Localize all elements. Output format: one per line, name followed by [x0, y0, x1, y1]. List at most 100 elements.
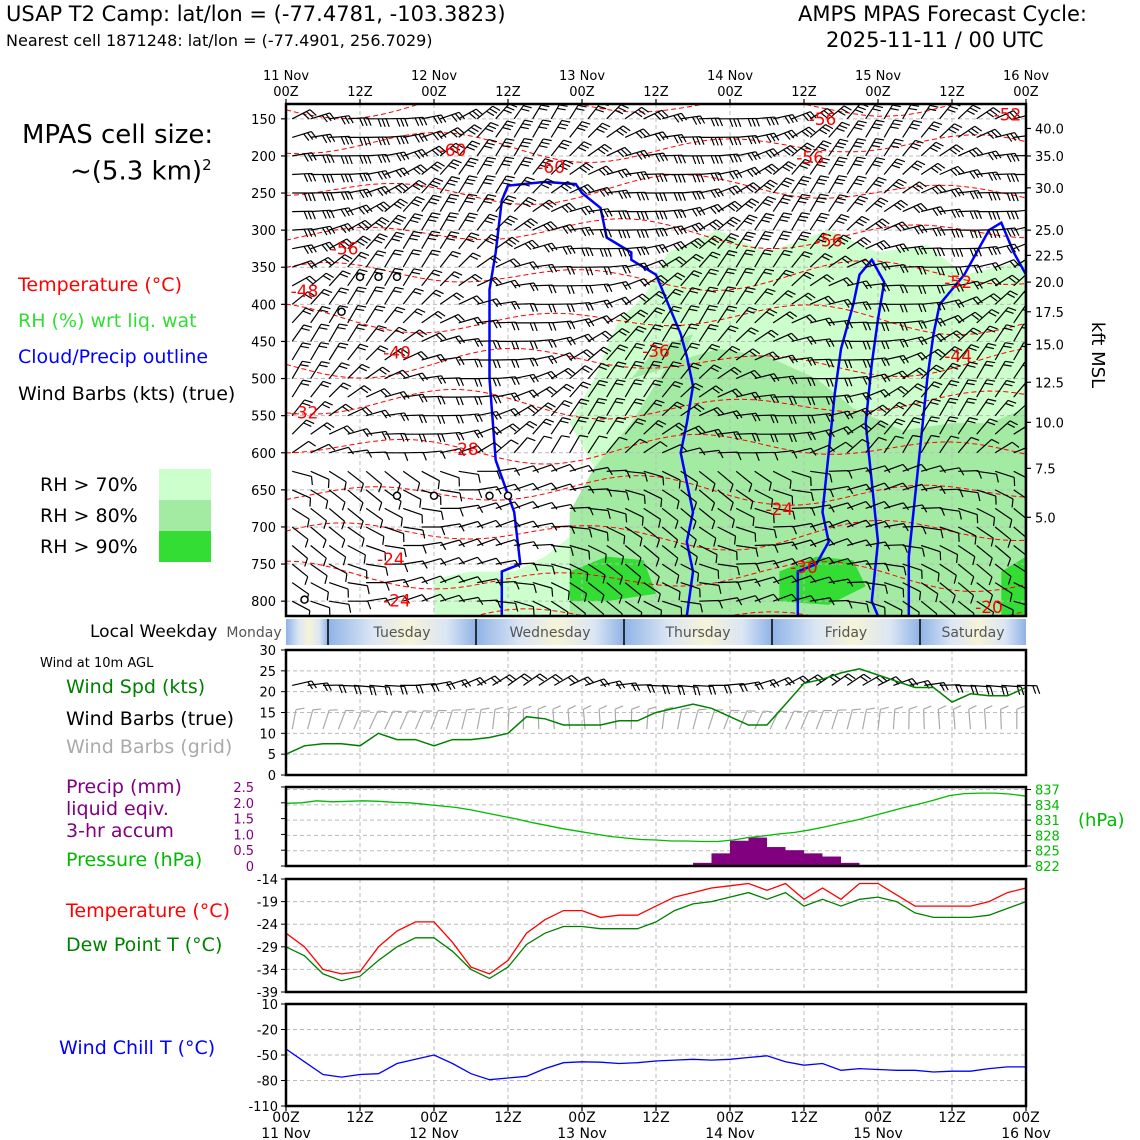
- barb-shaft: [923, 709, 925, 730]
- barb-flag: [511, 341, 516, 350]
- upper-wind-barb: [865, 322, 890, 332]
- barb-flag: [731, 202, 739, 210]
- barb-flag: [672, 323, 682, 327]
- upper-wind-barb: [292, 470, 313, 486]
- barb-flag: [829, 378, 834, 387]
- upper-wind-barb: [717, 286, 737, 305]
- barb-flag: [972, 104, 981, 110]
- upper-wind-barb: [458, 273, 483, 287]
- barb-flag: [903, 243, 909, 252]
- barb-flag: [430, 197, 440, 202]
- upper-wind-barb: [291, 307, 314, 324]
- barb-flag: [595, 108, 604, 113]
- barb-flag: [990, 130, 998, 138]
- barb-flag: [853, 163, 862, 167]
- barb-shaft: [736, 391, 756, 398]
- weekday-cell: [772, 619, 920, 645]
- barb-flag: [582, 164, 591, 171]
- barb-shaft: [754, 560, 775, 565]
- upper-wind-barb: [847, 467, 872, 476]
- barb-flag: [478, 359, 483, 368]
- upper-wind-barb: [976, 507, 996, 527]
- upper-wind-barb: [717, 388, 743, 398]
- upper-wind-barb: [384, 544, 407, 558]
- upper-wind-barb: [735, 231, 756, 250]
- barb-flag: [604, 143, 612, 150]
- barb-shaft: [1013, 305, 1026, 324]
- barb-flag: [936, 285, 941, 294]
- barb-shaft: [846, 438, 863, 454]
- upper-wind-barb: [625, 489, 646, 504]
- barb-flag: [415, 331, 424, 338]
- barb-flag: [489, 108, 498, 114]
- barb-flag: [561, 119, 571, 123]
- barb-flag: [366, 204, 373, 213]
- upper-wind-barb: [698, 526, 717, 547]
- barb-flag: [936, 318, 943, 327]
- upper-wind-barb: [440, 507, 464, 517]
- barb-flag: [959, 229, 964, 238]
- barb-shaft: [680, 222, 700, 231]
- barb-flag: [327, 479, 330, 488]
- upper-wind-barb: [920, 381, 943, 398]
- barb-flag: [540, 183, 550, 189]
- barb-shaft: [717, 544, 737, 553]
- barb-flag: [583, 141, 592, 146]
- barb-flag: [524, 119, 534, 123]
- true-wind-barb: [739, 681, 764, 691]
- upper-wind-barb: [994, 526, 1012, 548]
- precip-bar: [730, 840, 749, 866]
- barb-shaft: [847, 375, 868, 380]
- barb-flag: [825, 339, 831, 348]
- barb-shaft: [587, 315, 608, 324]
- upper-wind-barb: [606, 563, 624, 585]
- barb-flag: [367, 155, 372, 164]
- cell-size-label: MPAS cell size:: [22, 120, 214, 150]
- barb-flag: [598, 397, 608, 401]
- barb-flag: [376, 205, 384, 212]
- upper-wind-barb: [440, 377, 465, 387]
- barb-flag: [674, 380, 684, 385]
- barb-shaft: [403, 576, 423, 584]
- upper-wind-barb: [662, 225, 687, 236]
- barb-flag: [420, 351, 428, 358]
- barb-flag: [693, 406, 702, 413]
- barb-flag: [951, 125, 960, 131]
- barb-flag: [382, 366, 390, 373]
- barb-flag: [969, 210, 975, 220]
- barb-flag: [661, 109, 669, 117]
- upper-wind-barb: [883, 119, 903, 138]
- upper-wind-barb: [587, 544, 607, 563]
- barb-flag: [459, 415, 464, 424]
- barb-flag: [996, 192, 1001, 201]
- upper-wind-barb: [606, 189, 632, 200]
- barb-flag: [934, 351, 942, 358]
- barb-flag: [953, 705, 962, 710]
- barb-flag: [536, 675, 544, 682]
- upper-wind-barb: [292, 130, 318, 142]
- barb-shaft: [717, 431, 738, 435]
- upper-wind-barb: [513, 420, 538, 435]
- barb-flag: [655, 576, 660, 585]
- rh-80-label: RH > 80%: [40, 505, 138, 527]
- barb-shaft: [791, 271, 807, 287]
- barb-flag: [321, 291, 330, 297]
- barb-flag: [568, 202, 576, 210]
- upper-wind-barb: [846, 195, 869, 212]
- barb-flag: [783, 212, 793, 216]
- barb-flag: [375, 222, 384, 228]
- barb-flag: [435, 334, 443, 342]
- barb-flag: [541, 141, 550, 145]
- barb-shaft: [606, 582, 623, 596]
- barb-shaft: [329, 207, 349, 213]
- barb-shaft: [643, 420, 659, 435]
- barb-flag: [695, 253, 704, 260]
- upper-wind-barb: [957, 125, 983, 138]
- upper-wind-barb: [865, 582, 888, 594]
- barb-shaft: [643, 526, 660, 540]
- barb-shaft: [402, 308, 418, 324]
- barb-shaft: [606, 361, 619, 379]
- barb-flag: [468, 112, 477, 119]
- barb-flag: [486, 110, 495, 117]
- barb-flag: [952, 362, 961, 367]
